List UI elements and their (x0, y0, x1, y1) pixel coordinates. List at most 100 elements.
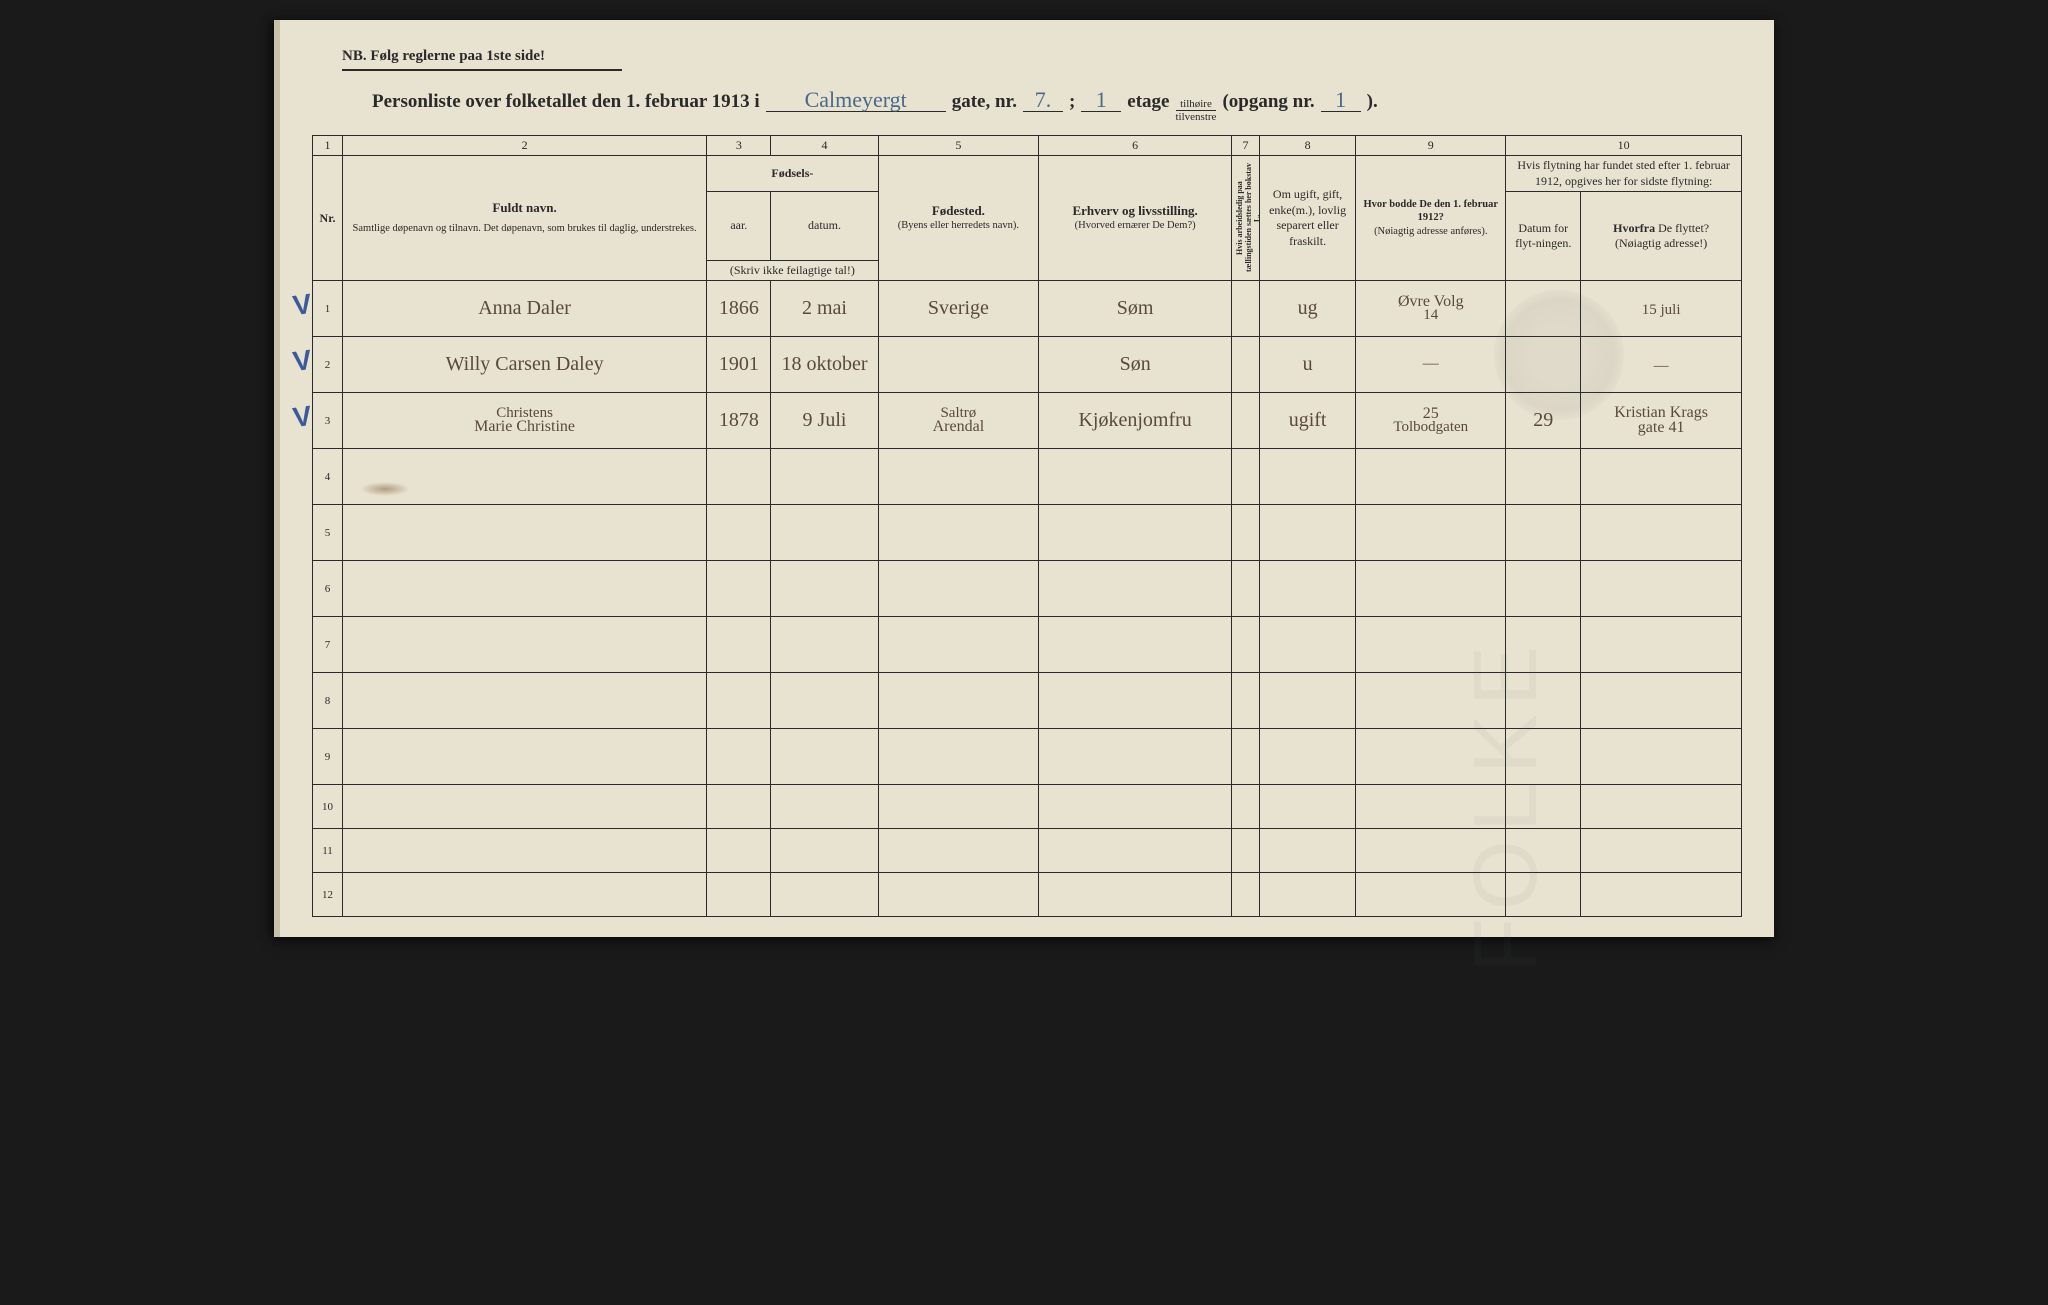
cell-unemployed (1232, 829, 1260, 873)
cell-addr1912 (1356, 785, 1506, 829)
cell-addr1912: Øvre Volg14 (1356, 281, 1506, 337)
table-body: 1VAnna Daler18662 maiSverigeSømugØvre Vo… (313, 281, 1742, 917)
cell-year: 1901 (707, 337, 771, 393)
row-number: 2V (313, 337, 343, 393)
table-row: 3VChristensMarie Christine18789 JuliSalt… (313, 393, 1742, 449)
cell-move-from (1581, 873, 1742, 917)
colnum: 9 (1356, 136, 1506, 156)
hdr-move-group: Hvis flytning har fundet sted efter 1. f… (1506, 156, 1742, 192)
cell-marital (1259, 617, 1355, 673)
cell-occupation: Søm (1039, 281, 1232, 337)
colnum: 3 (707, 136, 771, 156)
cell-year (707, 449, 771, 505)
table-row: 5 (313, 505, 1742, 561)
table-row: 7 (313, 617, 1742, 673)
cell-year: 1866 (707, 281, 771, 337)
hdr-move-date: Datum for flyt-ningen. (1506, 192, 1581, 281)
cell-marital (1259, 449, 1355, 505)
cell-unemployed (1232, 785, 1260, 829)
cell-unemployed (1232, 281, 1260, 337)
cell-occupation (1039, 505, 1232, 561)
cell-unemployed (1232, 673, 1260, 729)
street-field: Calmeyergt (766, 89, 946, 112)
cell-birthplace (878, 673, 1039, 729)
table-row: 1VAnna Daler18662 maiSverigeSømugØvre Vo… (313, 281, 1742, 337)
opgang-label: (opgang nr. (1222, 91, 1314, 113)
cell-move-from (1581, 561, 1742, 617)
cell-unemployed (1232, 393, 1260, 449)
cell-addr1912 (1356, 673, 1506, 729)
row-number: 10 (313, 785, 343, 829)
cell-birthplace: SaltrøArendal (878, 393, 1039, 449)
cell-name (342, 449, 706, 505)
table-row: 10 (313, 785, 1742, 829)
checkmark-icon: V (291, 288, 314, 322)
row-number: 12 (313, 873, 343, 917)
cell-birthplace (878, 337, 1039, 393)
cell-marital (1259, 873, 1355, 917)
cell-unemployed (1232, 729, 1260, 785)
hdr-addr1912: Hvor bodde De den 1. februar 1912? (Nøia… (1356, 156, 1506, 281)
cell-addr1912: 25Tolbodgaten (1356, 393, 1506, 449)
cell-date: 2 mai (771, 281, 878, 337)
cell-year (707, 561, 771, 617)
cell-birthplace (878, 785, 1039, 829)
cell-date: 18 oktober (771, 337, 878, 393)
cell-year: 1878 (707, 393, 771, 449)
cell-date (771, 673, 878, 729)
cell-unemployed (1232, 617, 1260, 673)
cell-birthplace (878, 873, 1039, 917)
colnum: 5 (878, 136, 1039, 156)
cell-move-date (1506, 505, 1581, 561)
etage-label: etage (1127, 91, 1169, 113)
hdr-birthplace: Fødested. (Byens eller herredets navn). (878, 156, 1039, 281)
hdr-unemployed: Hvis arbeidsledig paa tællingstiden sætt… (1232, 156, 1260, 281)
cell-move-from: — (1581, 337, 1742, 393)
cell-date (771, 561, 878, 617)
cell-move-date (1506, 617, 1581, 673)
table-row: 6 (313, 561, 1742, 617)
table-row: 2VWilly Carsen Daley190118 oktoberSønu—— (313, 337, 1742, 393)
cell-year (707, 505, 771, 561)
hdr-occupation: Erhverv og livsstilling. (Hvorved ernære… (1039, 156, 1232, 281)
cell-occupation (1039, 785, 1232, 829)
row-number: 11 (313, 829, 343, 873)
cell-birthplace (878, 729, 1039, 785)
census-page: NB. Følg reglerne paa 1ste side! Personl… (274, 20, 1774, 937)
cell-unemployed (1232, 337, 1260, 393)
cell-addr1912 (1356, 829, 1506, 873)
cell-marital (1259, 729, 1355, 785)
nb-notice: NB. Følg reglerne paa 1ste side! (312, 48, 1742, 65)
cell-occupation (1039, 673, 1232, 729)
hdr-name: Fuldt navn. Samtlige døpenavn og tilnavn… (342, 156, 706, 281)
opgang-nr: 1 (1321, 89, 1361, 112)
cell-name (342, 785, 706, 829)
cell-addr1912 (1356, 449, 1506, 505)
cell-name (342, 829, 706, 873)
cell-occupation (1039, 873, 1232, 917)
colnum: 8 (1259, 136, 1355, 156)
cell-name (342, 505, 706, 561)
cell-addr1912 (1356, 873, 1506, 917)
cell-move-from (1581, 729, 1742, 785)
cell-date (771, 729, 878, 785)
cell-move-date (1506, 337, 1581, 393)
cell-occupation (1039, 449, 1232, 505)
title-prefix: Personliste over folketallet den 1. febr… (372, 91, 760, 113)
cell-name (342, 673, 706, 729)
cell-date (771, 449, 878, 505)
table-row: 4 (313, 449, 1742, 505)
hdr-year: aar. (707, 192, 771, 260)
checkmark-icon: V (291, 344, 314, 378)
cell-move-from (1581, 505, 1742, 561)
cell-move-date (1506, 729, 1581, 785)
row-number: 6 (313, 561, 343, 617)
cell-addr1912 (1356, 729, 1506, 785)
cell-occupation (1039, 561, 1232, 617)
cell-occupation: Søn (1039, 337, 1232, 393)
cell-marital (1259, 673, 1355, 729)
close-paren: ). (1367, 91, 1378, 113)
cell-date (771, 785, 878, 829)
semicolon: ; (1069, 91, 1075, 113)
colnum: 10 (1506, 136, 1742, 156)
